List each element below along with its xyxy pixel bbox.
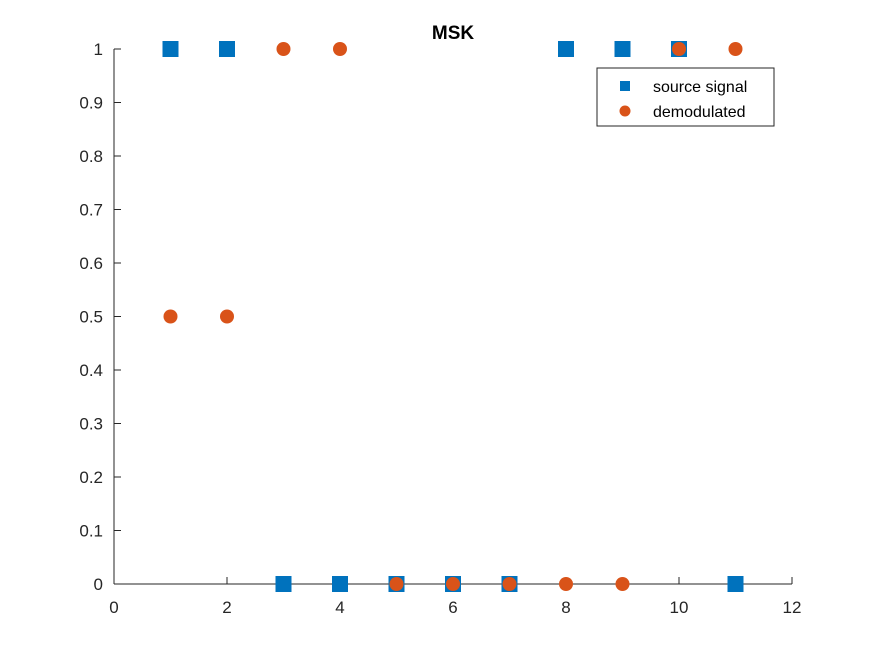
y-tick-label: 0.5 (79, 308, 103, 327)
series-demodulated (163, 42, 743, 591)
y-tick-label: 0.8 (79, 147, 103, 166)
demodulated-point (502, 577, 517, 591)
y-tick-label: 0.9 (79, 94, 103, 113)
source-signal-point (162, 41, 179, 57)
legend-entry-label: source signal (653, 79, 747, 96)
demodulated-point (163, 309, 178, 324)
demodulated-point (615, 577, 630, 591)
legend-square-marker (620, 81, 630, 91)
demodulated-point (672, 42, 686, 56)
legend-circle-marker (619, 105, 631, 117)
y-tick-label: 0.2 (79, 468, 103, 487)
x-tick-label: 0 (109, 598, 118, 617)
y-tick-label: 0 (94, 575, 103, 594)
x-tick-label: 4 (335, 598, 344, 617)
x-tick-label: 2 (222, 598, 231, 617)
source-signal-point (275, 576, 292, 592)
demodulated-point (389, 577, 404, 591)
demodulated-point (446, 577, 460, 591)
axes: 0 2 4 6 8 10 12 0 0.1 0.2 0.3 0.4 0.5 0.6 0.7 0.8 0.9 1 (79, 40, 801, 617)
y-tick-label: 1 (94, 40, 103, 59)
demodulated-point (220, 309, 234, 324)
source-signal-point (332, 576, 348, 592)
demodulated-point (276, 42, 291, 56)
y-tick-label: 0.6 (79, 254, 103, 273)
legend-box (596, 67, 775, 127)
chart-title: MSK (432, 23, 475, 44)
x-tick-label: 12 (783, 598, 802, 617)
y-tick-label: 0.1 (79, 522, 103, 541)
legend-entry-label: demodulated (653, 104, 746, 121)
source-signal-point (727, 576, 744, 592)
x-tick-label: 10 (670, 598, 689, 617)
y-tick-label: 0.7 (79, 201, 103, 220)
source-signal-point (558, 41, 574, 57)
source-signal-point (614, 41, 631, 57)
demodulated-point (559, 577, 573, 591)
demodulated-point (728, 42, 743, 56)
y-tick-label: 0.3 (79, 415, 103, 434)
x-tick-label: 8 (561, 598, 570, 617)
x-tick-label: 6 (448, 598, 457, 617)
source-signal-point (219, 41, 235, 57)
demodulated-point (333, 42, 347, 56)
y-tick-label: 0.4 (79, 361, 103, 380)
legend: source signal demodulated (596, 67, 775, 127)
data-marks (162, 41, 744, 592)
